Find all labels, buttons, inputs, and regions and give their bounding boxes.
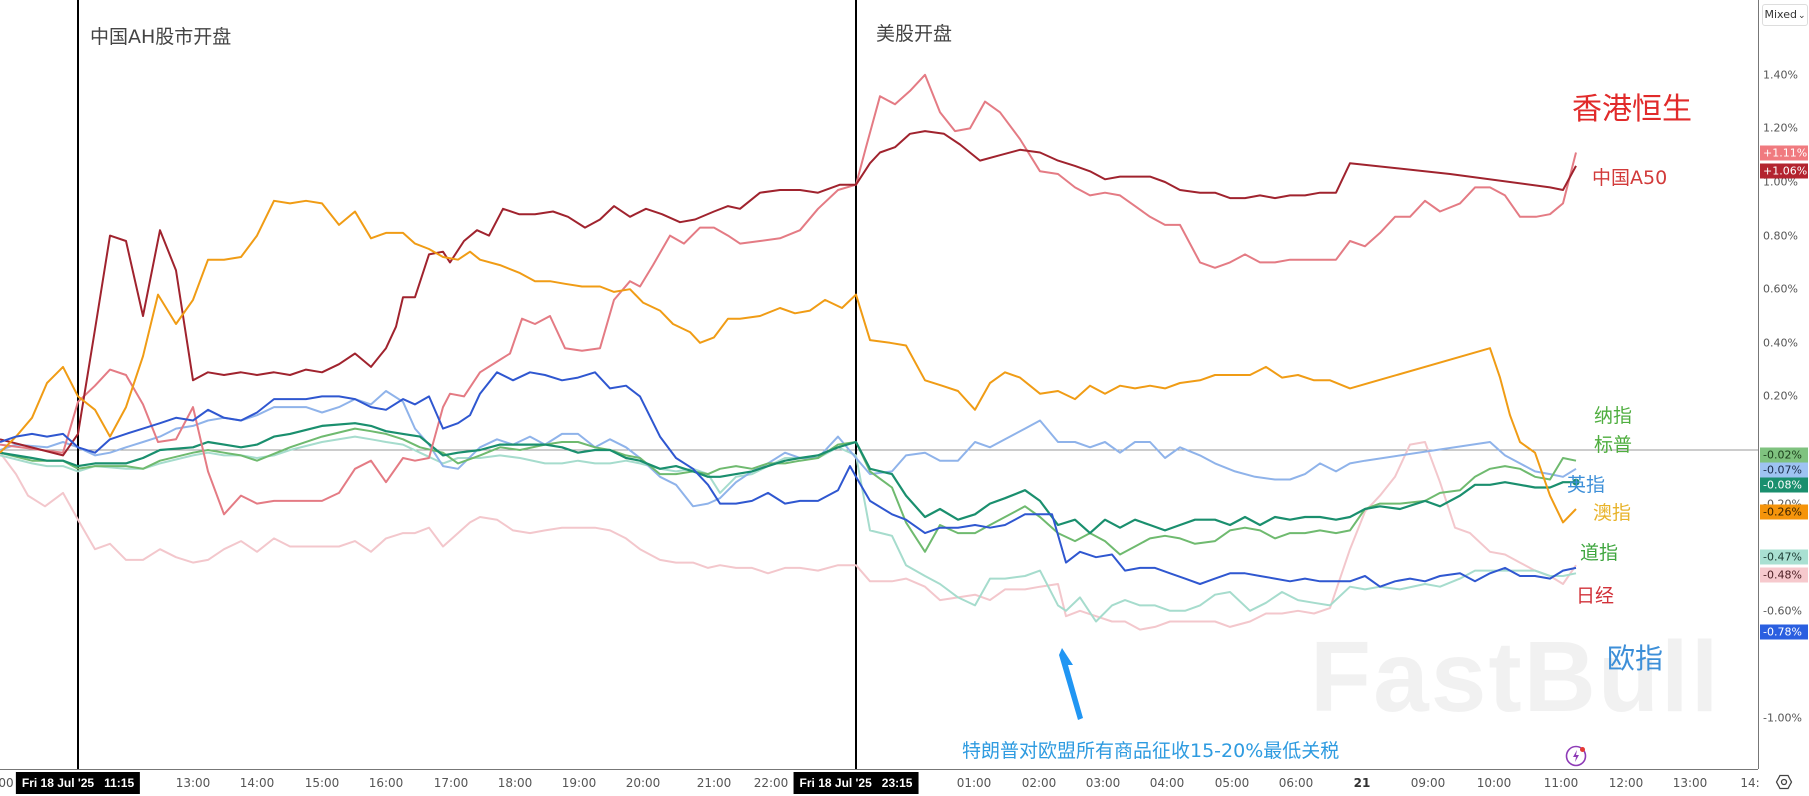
- last-value-badge: -0.26%: [1760, 504, 1808, 520]
- crosshair-time-label: Fri 18 Jul '25 23:15: [793, 772, 919, 794]
- last-value-badge: +1.06%: [1760, 163, 1808, 179]
- x-tick-label: 02:00: [1021, 776, 1057, 790]
- series-label: 英指: [1567, 473, 1606, 496]
- last-value-badge: -0.78%: [1760, 624, 1808, 640]
- x-tick-label: 17:00: [433, 776, 469, 790]
- last-value-badge: -0.02%: [1760, 447, 1808, 463]
- scale-mode-label: Mixed: [1764, 8, 1797, 21]
- series-line[interactable]: [0, 199, 1577, 524]
- last-value-badge: -0.48%: [1760, 567, 1808, 583]
- x-tick-label: 18:00: [497, 776, 533, 790]
- series-label: 中国A50: [1592, 166, 1668, 189]
- y-tick-label: -1.00%: [1763, 711, 1802, 725]
- series-lines: [0, 73, 1577, 631]
- chart-plot-area[interactable]: [0, 0, 1758, 769]
- y-tick-label: -0.60%: [1763, 604, 1802, 618]
- chevron-down-icon: ⌄: [1797, 11, 1806, 21]
- series-line[interactable]: [0, 435, 1577, 623]
- flash-event-icon[interactable]: [1564, 744, 1588, 768]
- price-scale[interactable]: 1.40%1.20%1.00%0.80%0.60%0.40%0.20%-0.20…: [1758, 0, 1809, 769]
- x-tick-label: 10:00: [1476, 776, 1512, 790]
- last-value-badge: -0.08%: [1760, 477, 1808, 493]
- x-tick-label: 05:00: [1214, 776, 1250, 790]
- series-label: 道指: [1580, 541, 1619, 564]
- x-tick-label: 06:00: [1278, 776, 1314, 790]
- series-label: 澳指: [1593, 501, 1632, 524]
- china-ah-open-label: 中国AH股市开盘: [90, 26, 232, 48]
- last-point-marker: [1572, 478, 1580, 486]
- series-label: 标普: [1594, 433, 1633, 456]
- y-tick-label: 1.20%: [1763, 121, 1798, 135]
- x-tick-label: 11:00: [1543, 776, 1579, 790]
- crosshair-time-label: Fri 18 Jul '25 11:15: [15, 772, 141, 794]
- y-tick-label: 0.60%: [1763, 282, 1798, 296]
- event-note-label: 特朗普对欧盟所有商品征收15-20%最低关税: [962, 740, 1340, 762]
- series-line[interactable]: [0, 73, 1577, 516]
- series-line[interactable]: [0, 390, 1577, 508]
- x-tick-label: 04:00: [1149, 776, 1185, 790]
- us-open-label: 美股开盘: [876, 23, 953, 45]
- series-label: 香港恒生: [1572, 92, 1692, 127]
- x-tick-label: 09:00: [1410, 776, 1446, 790]
- x-tick-label: 20:00: [625, 776, 661, 790]
- y-tick-label: 0.20%: [1763, 389, 1798, 403]
- x-tick-label: 00: [0, 776, 14, 790]
- x-tick-label: 21: [1353, 776, 1371, 790]
- y-tick-label: 0.40%: [1763, 336, 1798, 350]
- x-tick-label: 13:00: [175, 776, 211, 790]
- settings-icon[interactable]: [1775, 773, 1793, 791]
- event-arrow-icon: [1059, 648, 1083, 720]
- x-tick-label: 12:00: [1608, 776, 1644, 790]
- x-tick-label: 14:: [1740, 776, 1760, 790]
- last-value-badge: -0.07%: [1760, 462, 1808, 478]
- y-tick-label: 1.40%: [1763, 68, 1798, 82]
- last-value-badge: -0.47%: [1760, 549, 1808, 565]
- x-tick-label: 14:00: [239, 776, 275, 790]
- y-tick-label: 0.80%: [1763, 229, 1798, 243]
- time-scale[interactable]: 00 13:00 14:00 15:00 16:00 17:00 18:00 19:00 20:…: [0, 769, 1760, 796]
- watermark-logo: FastBull: [1310, 621, 1721, 733]
- x-tick-label: 13:00: [1672, 776, 1708, 790]
- x-tick-label: 19:00: [561, 776, 597, 790]
- x-tick-label: 21:00: [696, 776, 732, 790]
- x-tick-label: 01:00: [956, 776, 992, 790]
- series-label: 日经: [1576, 584, 1615, 607]
- series-line[interactable]: [0, 371, 1577, 588]
- x-tick-label: 16:00: [368, 776, 404, 790]
- last-value-badge: +1.11%: [1760, 145, 1808, 161]
- scale-mode-dropdown[interactable]: Mixed⌄: [1762, 4, 1808, 26]
- x-tick-label: 03:00: [1085, 776, 1121, 790]
- x-tick-label: 22:00: [753, 776, 789, 790]
- series-line[interactable]: [0, 130, 1577, 457]
- x-tick-label: 15:00: [304, 776, 340, 790]
- series-line[interactable]: [0, 422, 1576, 535]
- series-label: 纳指: [1594, 404, 1633, 427]
- series-label: 欧指: [1607, 642, 1664, 675]
